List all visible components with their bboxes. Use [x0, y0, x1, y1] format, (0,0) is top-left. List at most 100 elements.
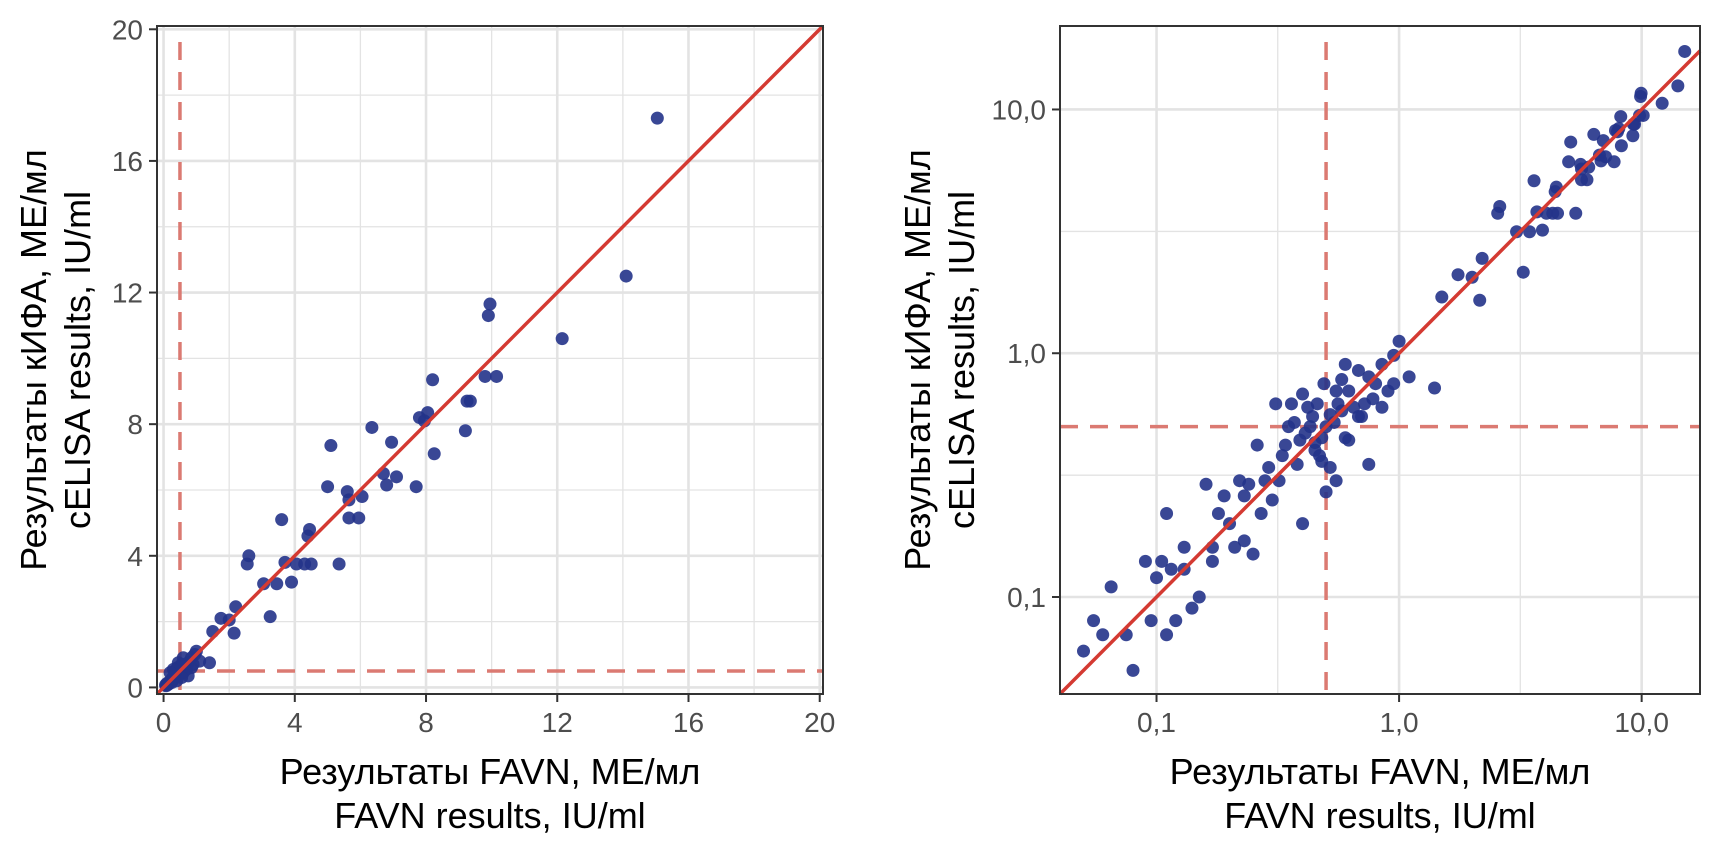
data-point — [1614, 110, 1628, 124]
data-point — [427, 447, 441, 461]
data-point — [324, 439, 338, 453]
y-tick-label: 4 — [127, 541, 143, 572]
x-axis-title-ru: Результаты FAVN, МЕ/мл — [280, 751, 701, 792]
data-point — [321, 480, 335, 494]
fit-layer — [1058, 49, 1702, 696]
data-point — [1428, 381, 1442, 395]
data-point — [1192, 590, 1206, 604]
y-axis-title-ru: Результаты кИФА, МЕ/мл — [897, 149, 938, 571]
data-point — [1587, 127, 1601, 141]
data-point — [555, 332, 569, 346]
data-point — [389, 470, 403, 484]
data-point — [1387, 348, 1401, 362]
data-point — [263, 610, 277, 624]
data-point — [1254, 507, 1268, 521]
y-tick-label: 12 — [112, 278, 143, 309]
data-point — [1338, 357, 1352, 371]
data-point — [458, 424, 472, 438]
data-point — [1655, 96, 1669, 110]
data-point — [270, 577, 284, 591]
data-point — [1351, 363, 1365, 377]
data-point — [1671, 79, 1685, 93]
data-point — [1342, 433, 1356, 447]
data-point — [1465, 270, 1479, 284]
y-axis-title-ru: Результаты кИФА, МЕ/мл — [13, 149, 54, 571]
data-point — [214, 611, 228, 625]
fit-layer — [155, 24, 825, 696]
data-point — [385, 435, 399, 449]
data-point — [1387, 377, 1401, 391]
x-tick-label: 12 — [542, 707, 573, 738]
data-point — [1278, 438, 1292, 452]
data-point — [1169, 614, 1183, 628]
data-point — [1096, 628, 1110, 642]
data-point — [1262, 460, 1276, 474]
fit-line — [1058, 49, 1702, 696]
data-point — [285, 575, 299, 589]
y-axis-title-en: cELISA results, IU/ml — [57, 191, 98, 529]
data-point — [1362, 457, 1376, 471]
data-point — [1237, 489, 1251, 503]
y-tick-layer: 0 4 8 12 16 20 — [112, 14, 157, 703]
threshold-layer — [1060, 42, 1700, 694]
y-tick-label: 8 — [127, 409, 143, 440]
data-point — [1265, 493, 1279, 507]
data-point — [380, 478, 394, 492]
data-point — [650, 111, 664, 125]
grid-layer — [157, 26, 823, 694]
chart-left-linear: 0 4 8 12 16 20 0 4 8 12 16 20 Результаты FAVN, МЕ/… — [13, 14, 835, 836]
data-point — [289, 557, 303, 571]
data-point — [619, 269, 633, 283]
x-axis-title-ru: Результаты FAVN, МЕ/мл — [1170, 751, 1591, 792]
data-point — [1293, 433, 1307, 447]
data-point — [227, 626, 241, 640]
data-point — [1530, 205, 1544, 219]
data-point — [1150, 571, 1164, 585]
data-point — [1077, 644, 1091, 658]
data-point — [1329, 474, 1343, 488]
data-point — [1569, 206, 1583, 220]
data-point — [1205, 554, 1219, 568]
data-point — [332, 557, 346, 571]
data-point — [365, 420, 379, 434]
data-point — [1366, 392, 1380, 406]
x-tick-label: 16 — [673, 707, 704, 738]
y-axis-title-en: cELISA results, IU/ml — [941, 191, 982, 529]
x-tick-label: 1,0 — [1380, 707, 1419, 738]
data-point — [490, 369, 504, 383]
data-point — [1564, 135, 1578, 149]
data-point — [1634, 90, 1648, 104]
data-point — [426, 373, 440, 387]
data-point — [1185, 601, 1199, 615]
y-tick-label: 0 — [127, 672, 143, 703]
data-point — [483, 297, 497, 311]
data-point — [275, 513, 289, 527]
data-point — [1451, 268, 1465, 282]
x-tick-layer: 0 4 8 12 16 20 — [156, 694, 835, 738]
data-point — [1164, 562, 1178, 576]
data-point — [1562, 155, 1576, 169]
fit-line — [155, 24, 825, 696]
panel-border — [1059, 25, 1701, 695]
data-point — [1402, 370, 1416, 384]
data-point — [1250, 438, 1264, 452]
data-point — [1335, 373, 1349, 387]
data-point — [478, 369, 492, 383]
data-point — [1177, 540, 1191, 554]
data-point — [1516, 265, 1530, 279]
data-point — [1323, 460, 1337, 474]
x-tick-label: 8 — [418, 707, 434, 738]
data-point — [1296, 517, 1310, 531]
y-tick-label: 10,0 — [992, 94, 1047, 125]
data-point — [1594, 154, 1608, 168]
data-point — [1510, 225, 1524, 239]
data-point — [1342, 384, 1356, 398]
data-point — [1144, 614, 1158, 628]
data-point — [1351, 410, 1365, 424]
data-point — [257, 577, 271, 591]
data-point — [1678, 44, 1692, 58]
data-point — [1104, 580, 1118, 594]
y-tick-layer: 0,1 1,0 10,0 — [992, 94, 1060, 613]
data-point — [1475, 251, 1489, 265]
data-point — [1126, 663, 1140, 677]
